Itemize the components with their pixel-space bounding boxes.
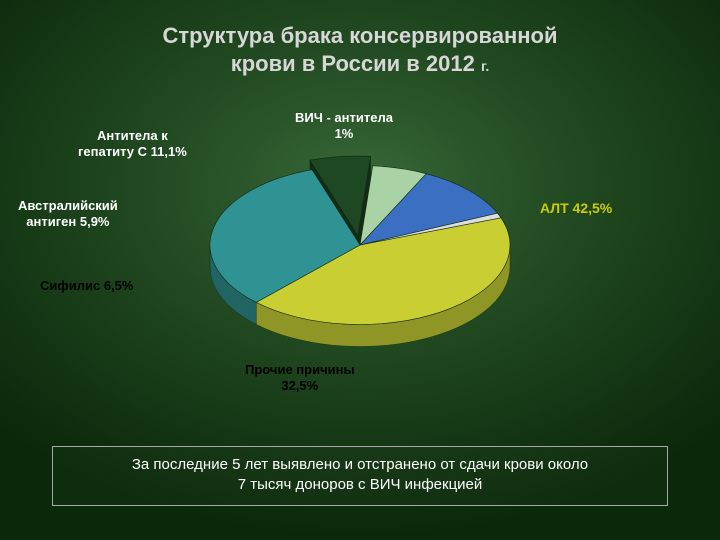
title-year-suffix: г. xyxy=(481,58,489,74)
title-line-1: Структура брака консервированной xyxy=(162,23,557,48)
pie-slice-label: Прочие причины32,5% xyxy=(245,362,355,393)
slide: Структура брака консервированной крови в… xyxy=(0,0,720,540)
pie-slice-label: АЛТ 42,5% xyxy=(540,200,612,217)
caption-line-2: 7 тысяч доноров с ВИЧ инфекцией xyxy=(238,476,483,493)
pie-slice-label: Сифилис 6,5% xyxy=(40,278,133,294)
title-line-2: крови в России в 2012 xyxy=(231,51,475,76)
pie-chart: АЛТ 42,5%Прочие причины32,5%Сифилис 6,5%… xyxy=(50,110,670,410)
pie-slice-label: ВИЧ - антитела1% xyxy=(295,110,393,141)
slide-title: Структура брака консервированной крови в… xyxy=(0,22,720,77)
pie-slice-label: Австралийскийантиген 5,9% xyxy=(18,198,118,229)
pie-slice-label: Антитела кгепатиту С 11,1% xyxy=(78,128,187,159)
caption-line-1: За последние 5 лет выявлено и отстранено… xyxy=(132,456,588,473)
caption-box: За последние 5 лет выявлено и отстранено… xyxy=(52,446,668,507)
